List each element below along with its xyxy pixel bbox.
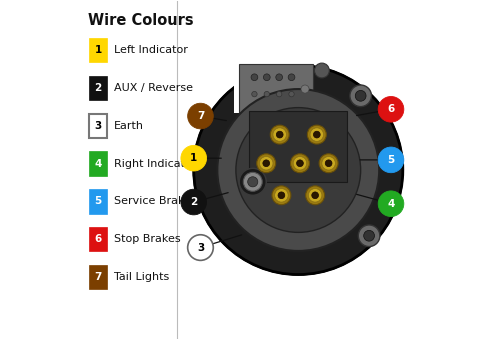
Circle shape: [259, 156, 273, 170]
Text: Right Indicator: Right Indicator: [114, 158, 196, 169]
Circle shape: [239, 168, 266, 195]
Circle shape: [288, 74, 295, 81]
Circle shape: [364, 231, 374, 241]
Text: 5: 5: [94, 197, 101, 206]
Circle shape: [289, 91, 294, 97]
Text: 3: 3: [94, 121, 101, 131]
Text: Tail Lights: Tail Lights: [114, 272, 169, 282]
Circle shape: [275, 189, 288, 202]
FancyBboxPatch shape: [89, 76, 107, 100]
Text: 4: 4: [387, 199, 395, 209]
Circle shape: [277, 131, 283, 138]
Polygon shape: [238, 75, 305, 109]
Circle shape: [270, 125, 289, 144]
Text: AUX / Reverse: AUX / Reverse: [114, 83, 193, 93]
Circle shape: [263, 160, 270, 167]
Text: 7: 7: [197, 111, 204, 121]
Circle shape: [247, 177, 258, 187]
Circle shape: [252, 91, 257, 97]
FancyBboxPatch shape: [89, 114, 107, 138]
Circle shape: [308, 189, 322, 202]
Circle shape: [358, 225, 380, 246]
Circle shape: [187, 103, 214, 129]
FancyBboxPatch shape: [89, 265, 107, 289]
Circle shape: [251, 74, 258, 81]
Circle shape: [187, 235, 214, 260]
Circle shape: [306, 186, 325, 205]
Text: 4: 4: [94, 158, 102, 169]
Text: 3: 3: [197, 242, 204, 253]
FancyBboxPatch shape: [89, 38, 107, 63]
Circle shape: [355, 90, 366, 101]
Text: Earth: Earth: [114, 121, 144, 131]
Text: 6: 6: [94, 234, 101, 244]
Circle shape: [263, 74, 270, 81]
Circle shape: [290, 154, 309, 173]
Circle shape: [244, 172, 262, 191]
Polygon shape: [234, 49, 312, 113]
Text: Left Indicator: Left Indicator: [114, 45, 188, 55]
Circle shape: [181, 146, 207, 171]
Text: Stop Brakes: Stop Brakes: [114, 234, 181, 244]
Circle shape: [350, 85, 371, 107]
Text: 2: 2: [94, 83, 101, 93]
Circle shape: [217, 89, 379, 251]
Circle shape: [325, 160, 332, 167]
Circle shape: [277, 91, 282, 97]
Text: 5: 5: [387, 155, 395, 165]
Circle shape: [276, 74, 282, 81]
Circle shape: [301, 85, 309, 93]
Circle shape: [314, 63, 329, 78]
Circle shape: [310, 128, 324, 141]
FancyBboxPatch shape: [89, 227, 107, 251]
Circle shape: [181, 189, 207, 215]
Circle shape: [313, 131, 320, 138]
Text: Service Brakes: Service Brakes: [114, 197, 197, 206]
Text: 1: 1: [190, 153, 197, 163]
Circle shape: [257, 154, 276, 173]
Circle shape: [273, 128, 286, 141]
Circle shape: [319, 154, 338, 173]
Circle shape: [194, 66, 403, 274]
Text: 2: 2: [190, 197, 197, 207]
Circle shape: [236, 108, 361, 232]
Circle shape: [378, 191, 404, 217]
Circle shape: [297, 160, 304, 167]
Text: Wire Colours: Wire Colours: [88, 13, 193, 28]
Circle shape: [272, 186, 291, 205]
FancyBboxPatch shape: [239, 64, 313, 114]
Circle shape: [322, 156, 336, 170]
Circle shape: [293, 156, 307, 170]
FancyBboxPatch shape: [249, 111, 347, 182]
Circle shape: [312, 192, 318, 199]
Text: 6: 6: [387, 104, 395, 114]
Circle shape: [194, 66, 403, 274]
Circle shape: [278, 192, 285, 199]
Circle shape: [264, 91, 270, 97]
Circle shape: [378, 97, 404, 122]
FancyBboxPatch shape: [89, 189, 107, 214]
Circle shape: [308, 125, 326, 144]
FancyBboxPatch shape: [89, 151, 107, 176]
Text: 7: 7: [94, 272, 102, 282]
Text: 1: 1: [94, 45, 101, 55]
Circle shape: [378, 147, 404, 173]
